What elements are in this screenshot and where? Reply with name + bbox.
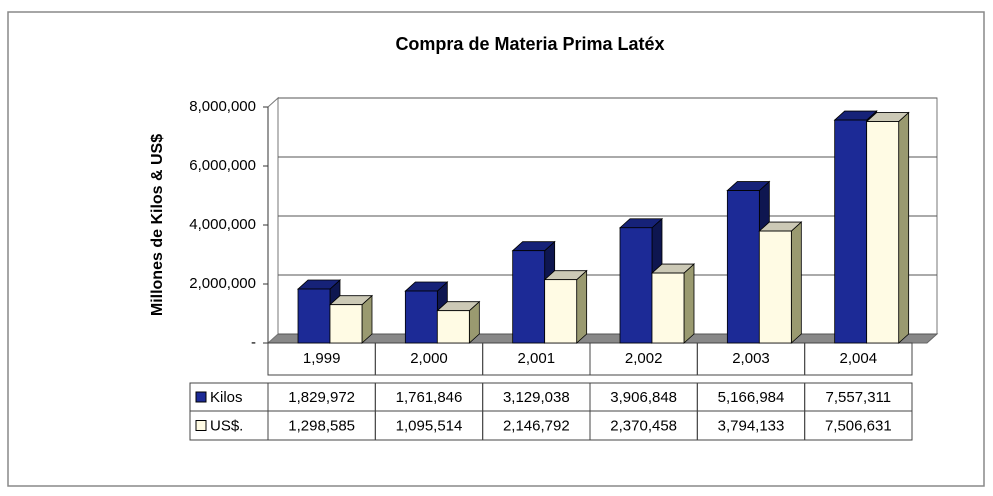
- x-tick-label: 1,999: [303, 350, 341, 367]
- table-cell: [189, 410, 269, 441]
- x-tick-label: 2,002: [625, 350, 663, 367]
- x-tick-label: 2,004: [840, 350, 878, 367]
- table-value: 3,129,038: [503, 389, 570, 406]
- bar: [328, 294, 374, 344]
- bar-front: [436, 310, 470, 344]
- table-value: 3,906,848: [610, 389, 677, 406]
- bar-front: [329, 304, 363, 344]
- bar-front: [544, 279, 578, 344]
- bar-side: [898, 111, 910, 344]
- bar: [758, 221, 803, 344]
- y-tick-label: 8,000,000: [189, 98, 256, 115]
- bar: [543, 269, 588, 344]
- x-tick-label: 2,000: [410, 350, 448, 367]
- legend-label: Kilos: [210, 389, 243, 406]
- table-value: 1,761,846: [396, 389, 463, 406]
- table-value: 1,298,585: [288, 417, 355, 434]
- bar: [650, 263, 696, 344]
- bar-front: [512, 250, 546, 344]
- table-value: 7,506,631: [825, 417, 892, 434]
- bar-front: [758, 230, 792, 344]
- table-value: 7,557,311: [826, 389, 892, 406]
- table-value: 1,095,514: [396, 417, 463, 434]
- table-value: 5,166,984: [718, 389, 785, 406]
- bar-side: [576, 269, 588, 344]
- legend-swatch: [195, 420, 207, 431]
- x-tick-label: 2,003: [732, 350, 770, 367]
- table-value: 2,370,458: [610, 417, 677, 434]
- bar-front: [866, 121, 900, 344]
- legend-label: US$.: [210, 417, 243, 434]
- x-tick-label: 2,001: [518, 350, 556, 367]
- bar-side: [790, 221, 802, 344]
- legend-swatch: [195, 391, 207, 403]
- bar-front: [404, 290, 438, 344]
- y-tick-label: -: [251, 334, 256, 351]
- bar: [436, 300, 481, 344]
- bar-front: [834, 119, 868, 344]
- bar-side: [683, 263, 695, 344]
- bar: [865, 111, 910, 344]
- bar-front: [726, 190, 760, 344]
- table-value: 2,146,792: [503, 417, 570, 434]
- y-tick-label: 4,000,000: [189, 216, 256, 233]
- bar-front: [651, 272, 685, 344]
- chart-title: Compra de Materia Prima Latéx: [395, 34, 664, 54]
- y-axis-label: Millones de Kilos & US$: [149, 134, 166, 316]
- bar-front: [297, 288, 331, 344]
- y-tick-label: 6,000,000: [189, 157, 256, 174]
- bar-front: [619, 227, 653, 344]
- table-value: 1,829,972: [288, 389, 355, 406]
- table-value: 3,794,133: [718, 417, 785, 434]
- side-wall: [267, 96, 279, 345]
- y-tick-label: 2,000,000: [189, 275, 256, 292]
- table-cell: [804, 410, 913, 441]
